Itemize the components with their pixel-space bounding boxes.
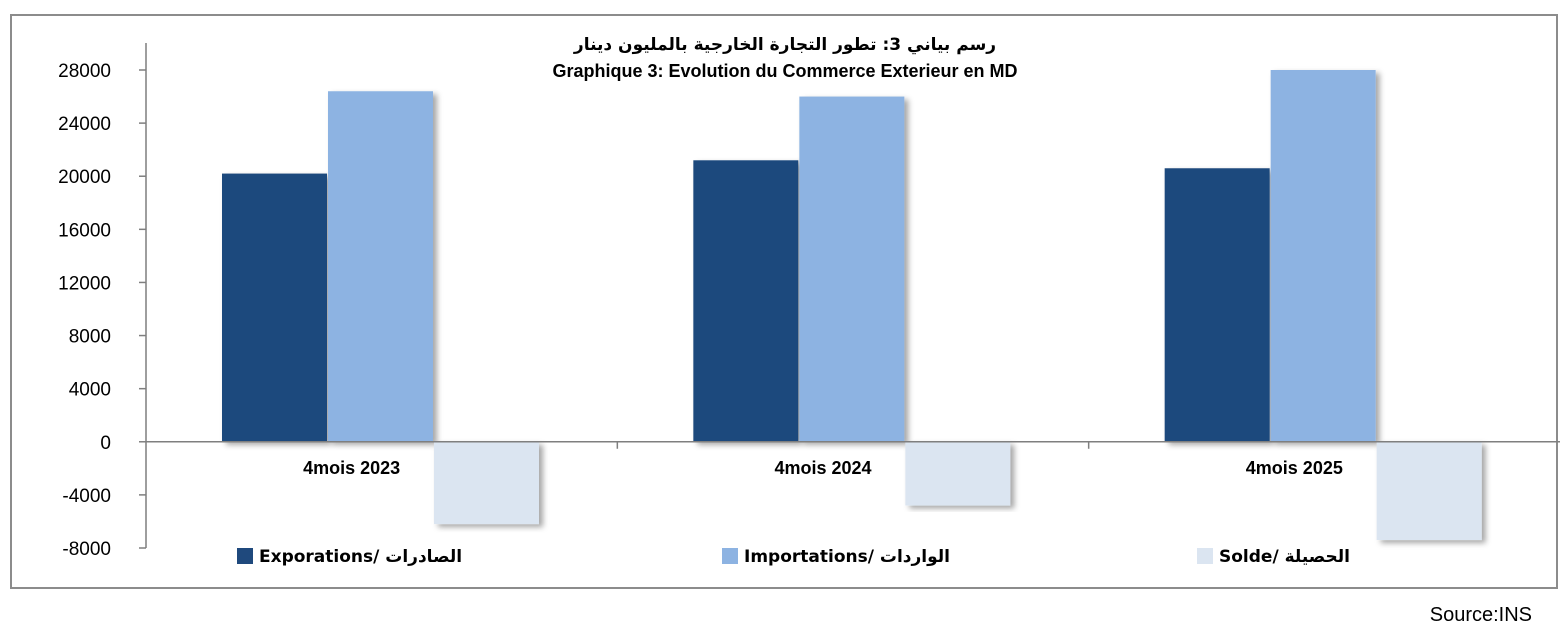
chart-svg: رسم بياني 3: تطور التجارة الخارجية بالمل… — [58, 35, 1560, 567]
chart-title: رسم بياني 3: تطور التجارة الخارجية بالمل… — [573, 35, 996, 55]
category-label: 4mois 2024 — [774, 458, 871, 478]
y-tick-label: 8000 — [69, 327, 111, 348]
chart-frame — [10, 14, 1558, 589]
bar-1-3 — [1164, 168, 1270, 442]
plot-area: 28000 24000 20000 16000 12000 8000 4000 0 -4000 -… — [58, 43, 1560, 567]
legend-swatch-2 — [722, 548, 738, 564]
bar-3-2 — [905, 441, 1011, 506]
legend-swatch-3 — [1197, 548, 1213, 564]
source-note: Source:INS — [1429, 604, 1532, 626]
bar-1-2 — [693, 160, 799, 442]
y-tick-label: 12000 — [58, 273, 111, 294]
legend-label-2: Importations/ الواردات — [744, 547, 950, 567]
y-tick-label: 16000 — [58, 220, 111, 241]
bar-3-1 — [434, 441, 539, 525]
y-tick-label: 28000 — [58, 61, 111, 82]
bar-2-2 — [799, 96, 905, 442]
y-tick-label: 0 — [100, 433, 111, 454]
bar-2-3 — [1270, 70, 1376, 442]
legend-swatch-1 — [237, 548, 253, 564]
bar-1-1 — [222, 173, 327, 442]
y-tick-label: -4000 — [62, 486, 111, 507]
bar-3-3 — [1376, 441, 1482, 541]
legend-label-3: Solde/ الحصيلة — [1219, 547, 1350, 567]
category-label: 4mois 2023 — [303, 458, 400, 478]
y-tick-label: 4000 — [69, 380, 111, 401]
bar-2-1 — [328, 91, 433, 442]
category-label: 4mois 2025 — [1246, 458, 1343, 478]
chart-subtitle: Graphique 3: Evolution du Commerce Exter… — [552, 61, 1017, 81]
y-tick-label: 24000 — [58, 114, 111, 135]
y-tick-label: 20000 — [58, 167, 111, 188]
y-tick-label: -8000 — [62, 539, 111, 560]
legend-label-1: Exporations/ الصادرات — [259, 547, 462, 567]
